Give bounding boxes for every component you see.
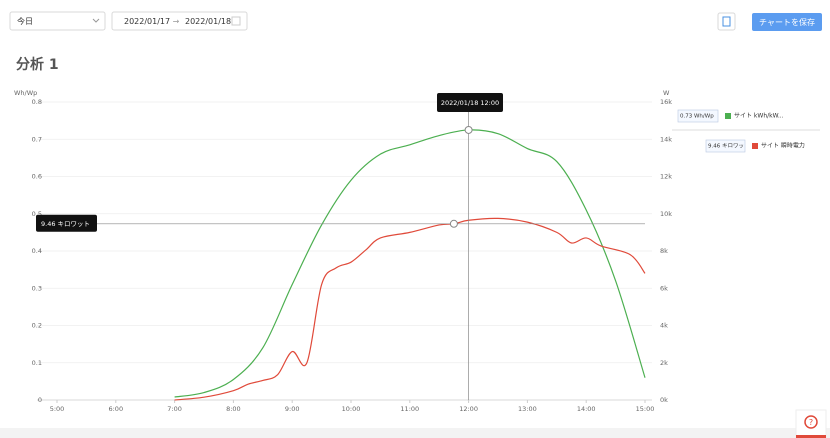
series-line [174, 129, 646, 398]
y-axis-label: Wh/Wp [14, 89, 37, 97]
x-tick-label: 8:00 [226, 405, 241, 413]
y2-tick-label: 6k [660, 284, 668, 292]
x-tick-label: 11:00 [400, 405, 419, 413]
y-tick-label: 0.4 [32, 247, 42, 255]
y-tick-label: 0 [38, 396, 42, 404]
legend-swatch [725, 113, 731, 119]
tooltip-text: 2022/01/18 12:00 [441, 99, 499, 107]
y2-axis-label: W [663, 89, 670, 97]
hover-point [449, 219, 458, 228]
legend-swatch [752, 143, 758, 149]
crosshair-label: 9.46 キロワット [41, 220, 90, 228]
save-button-text: チャートを保存 [759, 17, 815, 27]
x-tick-label: 7:00 [167, 405, 182, 413]
y2-tick-label: 16k [660, 98, 672, 106]
y2-tick-label: 0k [660, 396, 668, 404]
help-button[interactable] [795, 409, 827, 438]
x-tick-label: 15:00 [636, 405, 655, 413]
y-tick-label: 0.3 [32, 284, 42, 292]
legend-value-box [705, 139, 746, 153]
help-glyph: ? [809, 418, 813, 427]
range-select[interactable] [9, 11, 106, 31]
x-tick-label: 13:00 [518, 405, 537, 413]
y-tick-label: 0.1 [32, 359, 42, 367]
x-tick-label: 6:00 [108, 405, 123, 413]
y2-tick-label: 4k [660, 322, 668, 330]
legend-label: サイト kWh/kW... [734, 113, 784, 120]
tooltip-box [437, 93, 503, 112]
legend-label: サイト 瞬時電力 [761, 142, 805, 150]
x-tick-label: 12:00 [459, 405, 478, 413]
series-line [174, 217, 646, 401]
x-tick-label: 14:00 [577, 405, 596, 413]
help-underline [796, 435, 826, 438]
y-tick-label: 0.6 [32, 173, 42, 181]
legend-value-box [677, 109, 719, 123]
legend-value: 0.73 Wh/Wp [680, 114, 714, 120]
page-title: 分析 1 [16, 56, 59, 73]
chevron [92, 18, 100, 23]
y2-tick-label: 10k [660, 210, 672, 218]
doc-icon [722, 16, 731, 27]
y-tick-label: 0.2 [32, 322, 42, 330]
date-to: 2022/01/18 [185, 17, 231, 26]
help-icon [804, 415, 818, 429]
footer-bar [0, 428, 830, 438]
x-tick-label: 5:00 [50, 405, 65, 413]
y-tick-label: 0.5 [32, 210, 42, 218]
x-tick-label: 10:00 [342, 405, 361, 413]
date-range[interactable] [111, 11, 248, 31]
range-select-text: 今日 [17, 16, 33, 26]
y2-tick-label: 2k [660, 359, 668, 367]
y2-tick-label: 14k [660, 135, 672, 143]
y2-tick-label: 8k [660, 247, 668, 255]
y-tick-label: 0.7 [32, 135, 42, 143]
y-tick-label: 0.8 [32, 98, 42, 106]
calendar-icon [231, 16, 241, 26]
export-icon[interactable] [717, 12, 736, 31]
date-separator: → [173, 17, 180, 26]
x-tick-label: 9:00 [285, 405, 300, 413]
y2-tick-label: 12k [660, 173, 672, 181]
hover-point [464, 125, 473, 134]
date-from: 2022/01/17 [124, 17, 170, 26]
legend-value: 9.46 キロワッ [708, 143, 744, 150]
crosshair-label-box [36, 214, 97, 232]
save-button[interactable] [752, 13, 822, 31]
